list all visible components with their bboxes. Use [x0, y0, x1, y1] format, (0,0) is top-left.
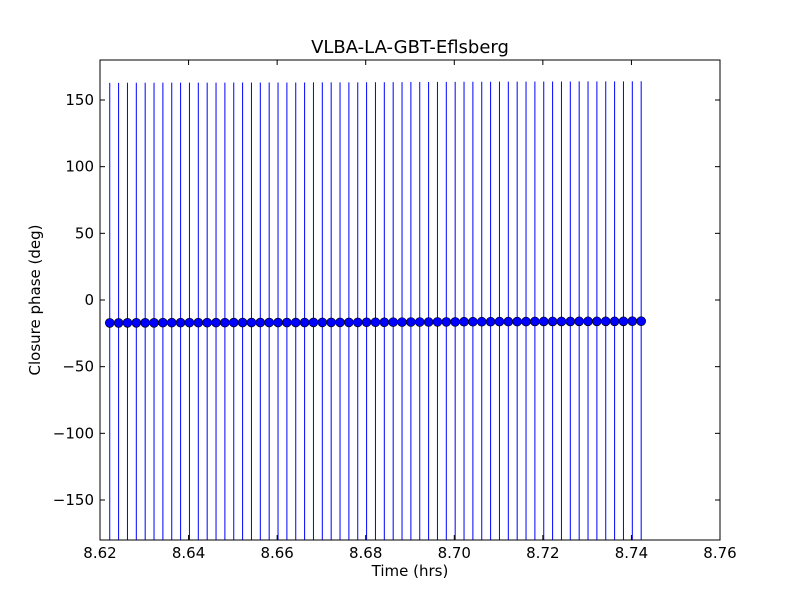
data-point — [344, 317, 354, 328]
data-point — [618, 316, 629, 327]
data-point — [414, 317, 425, 327]
data-point — [406, 317, 416, 327]
data-point — [246, 317, 257, 328]
data-point — [104, 318, 115, 328]
data-point — [468, 316, 478, 327]
y-tick-label: −50 — [62, 358, 94, 376]
y-tick-label: 150 — [65, 91, 94, 109]
x-tick-label: 8.70 — [438, 544, 471, 562]
y-tick-label: 50 — [75, 224, 94, 242]
x-axis-ticks: 8.62 8.64 8.66 8.68 8.70 8.72 8.74 8.76 — [83, 60, 737, 562]
y-axis-label: Closure phase (deg) — [26, 225, 44, 376]
data-point — [220, 317, 230, 328]
data-point — [352, 317, 363, 328]
data-point — [326, 317, 336, 328]
data-point — [370, 317, 381, 328]
data-point — [476, 316, 487, 327]
data-point — [379, 317, 390, 328]
data-point — [538, 316, 549, 327]
data-point — [166, 317, 177, 328]
data-point — [441, 317, 452, 327]
data-point — [556, 316, 567, 327]
data-point — [273, 317, 283, 328]
x-tick-label: 8.66 — [260, 544, 293, 562]
data-point — [237, 317, 248, 328]
x-tick-label: 8.64 — [172, 544, 205, 562]
data-point — [184, 317, 195, 328]
data-point — [335, 317, 345, 328]
y-tick-label: −100 — [53, 424, 94, 442]
data-point — [574, 316, 584, 327]
data-point — [149, 317, 159, 328]
data-point — [423, 317, 434, 327]
data-point — [600, 316, 611, 327]
data-point — [140, 317, 150, 328]
data-point — [397, 317, 407, 327]
x-axis-label: Time (hrs) — [371, 562, 449, 580]
data-point — [175, 317, 186, 328]
data-point — [211, 317, 221, 328]
data-point — [131, 317, 142, 328]
plot-area: 8.62 8.64 8.66 8.68 8.70 8.72 8.74 8.76 −150 −10… — [53, 59, 737, 562]
data-point — [494, 316, 505, 327]
x-tick-label: 8.76 — [703, 544, 736, 562]
data-point — [521, 316, 531, 327]
data-point — [228, 317, 239, 328]
data-point — [264, 317, 274, 328]
y-tick-label: 100 — [65, 158, 94, 176]
data-point — [450, 317, 460, 327]
y-axis-ticks: −150 −100 −50 0 50 100 150 — [53, 91, 720, 509]
data-point — [565, 316, 576, 327]
data-point — [317, 317, 328, 328]
data-point — [193, 317, 204, 328]
data-point — [113, 318, 124, 328]
x-tick-label: 8.62 — [83, 544, 116, 562]
data-point — [609, 316, 620, 327]
data-point — [432, 317, 443, 327]
data-point — [627, 316, 638, 327]
data-point — [485, 316, 496, 327]
data-point — [282, 317, 292, 328]
data-point — [592, 316, 602, 327]
data-point — [202, 317, 212, 328]
data-point — [547, 316, 558, 327]
data-point — [290, 317, 301, 328]
x-tick-label: 8.68 — [349, 544, 382, 562]
y-tick-label: −150 — [53, 491, 94, 509]
y-tick-label: 0 — [84, 291, 94, 309]
data-points — [104, 316, 646, 328]
x-tick-label: 8.72 — [526, 544, 559, 562]
data-point — [308, 317, 319, 328]
data-point — [512, 316, 522, 327]
data-point — [255, 317, 266, 328]
x-tick-label: 8.74 — [615, 544, 648, 562]
data-point — [361, 317, 372, 328]
chart-title: VLBA-LA-GBT-Eflsberg — [311, 37, 509, 58]
plot-frame — [99, 59, 721, 541]
data-point — [299, 317, 310, 328]
data-point — [503, 316, 514, 327]
data-point — [583, 316, 593, 327]
data-point — [459, 316, 469, 327]
data-point — [388, 317, 398, 327]
data-point — [636, 316, 646, 327]
data-point — [158, 317, 168, 328]
data-point — [122, 317, 133, 328]
data-point — [530, 316, 540, 327]
